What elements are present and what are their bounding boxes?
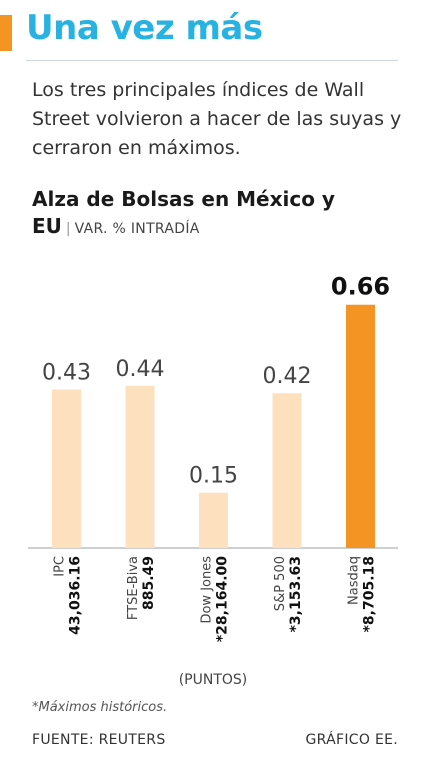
bar-nasdaq	[346, 304, 375, 548]
value-label: 0.44	[116, 357, 165, 382]
bar-chart: 0.43 IPC 43,036.16 0.44 FTSE-Biva 885.49 0.15 D…	[28, 273, 398, 688]
chart-subtitle: VAR. % INTRADÍA	[74, 221, 200, 237]
category-label: IPC	[53, 556, 68, 577]
category-label: Dow Jones	[200, 556, 215, 624]
category-label: Nasdaq	[347, 556, 362, 605]
value-label: 0.15	[189, 464, 238, 489]
accent-bar	[0, 15, 12, 51]
header-rule	[26, 60, 398, 61]
points-label: *8,705.18	[362, 556, 378, 632]
chart-title-block: Alza de Bolsas en México y EU | VAR. % INT…	[32, 186, 412, 243]
title-separator: |	[65, 221, 71, 237]
bar-dow-jones	[199, 492, 228, 548]
bar-s-p-500	[272, 393, 302, 548]
points-label: 43,036.16	[68, 556, 84, 635]
footnote: *Máximos históricos.	[32, 700, 168, 715]
chart-title: Alza de Bolsas en México y EU	[32, 187, 335, 238]
bar-ftse-biva	[125, 385, 155, 548]
points-unit-label: (PUNTOS)	[179, 672, 248, 688]
value-label: 0.66	[331, 273, 390, 301]
points-label: *28,164.00	[215, 556, 231, 642]
credit-label: GRÁFICO EE.	[305, 732, 398, 748]
value-label: 0.43	[42, 361, 91, 386]
lead-text: Los tres principales índices de Wall Str…	[32, 79, 402, 159]
source-label: FUENTE: REUTERS	[32, 732, 166, 748]
bar-ipc	[52, 389, 81, 548]
category-label: FTSE-Biva	[126, 556, 141, 620]
value-label: 0.42	[263, 364, 312, 389]
points-label: *3,153.63	[288, 556, 304, 632]
headline: Una vez más	[26, 8, 263, 48]
category-label: S&P 500	[273, 556, 288, 611]
points-label: 885.49	[141, 556, 157, 610]
